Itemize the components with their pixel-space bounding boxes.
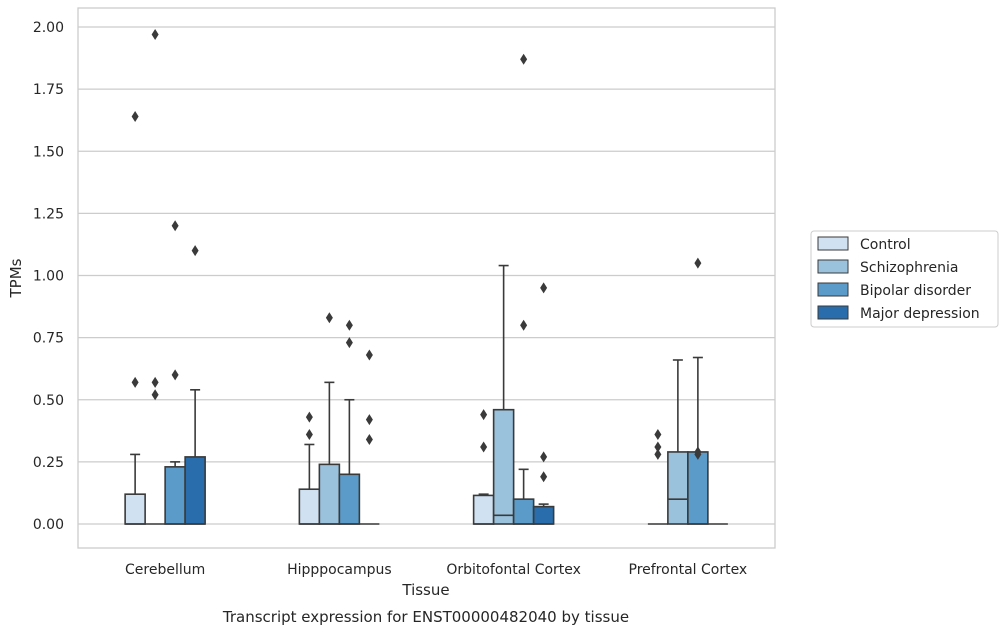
outlier-point	[540, 282, 548, 294]
box-control	[647, 429, 668, 525]
box-body	[532, 505, 555, 525]
box-body	[472, 494, 495, 525]
box-control	[298, 411, 321, 525]
box-bipolar-disorder	[164, 220, 186, 525]
outlier-point	[480, 409, 488, 421]
box-major-depression	[359, 349, 380, 525]
outlier-point	[345, 337, 353, 349]
box-body	[164, 466, 186, 525]
outlier-point	[171, 369, 179, 381]
x-tick-labels: Cerebellum Hipppocampus Orbitofontal Corte…	[125, 562, 747, 578]
box-schizophrenia	[145, 28, 166, 525]
box-major-depression	[532, 282, 555, 525]
box-body	[318, 463, 341, 525]
legend-frame	[810, 230, 999, 328]
legend-label: Major depression	[860, 306, 980, 322]
outlier-point	[345, 319, 353, 331]
y-tick-label: 0.00	[33, 517, 64, 533]
x-tick-label: Prefrontal Cortex	[629, 562, 748, 578]
outlier-point	[540, 471, 548, 483]
box-series	[124, 28, 728, 525]
box-major-depression	[184, 245, 206, 525]
box-bipolar-disorder	[687, 257, 709, 525]
y-tick-label: 1.50	[33, 144, 64, 160]
box-bipolar-disorder	[338, 319, 361, 525]
legend-swatch	[817, 305, 849, 320]
outlier-point	[480, 441, 488, 453]
outlier-point	[365, 349, 373, 361]
x-axis-label: Tissue	[401, 581, 449, 599]
box-body	[124, 493, 146, 525]
legend: Control Schizophrenia Bipolar disorder Majo…	[810, 230, 999, 328]
box-body	[492, 408, 515, 525]
legend-swatch	[817, 282, 849, 297]
box-body	[667, 451, 689, 525]
y-tick-label: 1.00	[33, 269, 64, 285]
legend-label: Control	[860, 237, 911, 253]
outlier-point	[654, 429, 662, 441]
outlier-point	[131, 110, 139, 122]
y-tick-labels: 0.00 0.25 0.50 0.75 1.00 1.25 1.50 1.75 2.00	[33, 20, 64, 533]
y-tick-label: 0.50	[33, 393, 64, 409]
outlier-point	[171, 220, 179, 232]
box-body	[512, 498, 535, 525]
outlier-point	[151, 389, 159, 401]
outlier-point	[520, 53, 528, 65]
y-tick-label: 0.25	[33, 455, 64, 471]
outlier-point	[191, 245, 199, 257]
box-body	[338, 473, 361, 525]
outlier-point	[654, 448, 662, 460]
legend-label: Schizophrenia	[860, 260, 958, 276]
box-body	[298, 488, 321, 525]
outlier-point	[151, 28, 159, 40]
box-control	[124, 110, 146, 525]
y-axis-label: TPMs	[7, 258, 25, 298]
y-tick-label: 1.75	[33, 82, 64, 98]
outlier-point	[305, 429, 313, 441]
outlier-point	[151, 376, 159, 388]
y-tick-label: 1.25	[33, 206, 64, 222]
outlier-point	[305, 411, 313, 423]
y-tick-label: 0.75	[33, 331, 64, 347]
outlier-point	[365, 414, 373, 426]
box-body	[184, 456, 206, 525]
outlier-point	[540, 451, 548, 463]
y-tick-label: 2.00	[33, 20, 64, 36]
outlier-point	[131, 376, 139, 388]
outlier-point	[325, 312, 333, 324]
box-schizophrenia	[492, 264, 515, 525]
outlier-point	[520, 319, 528, 331]
legend-label: Bipolar disorder	[860, 283, 971, 299]
box-body	[687, 451, 709, 525]
x-tick-label: Orbitofontal Cortex	[446, 562, 581, 578]
outlier-point	[694, 257, 702, 269]
legend-swatch	[817, 259, 849, 274]
chart-caption: Transcript expression for ENST0000048204…	[222, 608, 629, 626]
x-tick-label: Hipppocampus	[287, 562, 392, 578]
x-tick-label: Cerebellum	[125, 562, 205, 578]
outlier-point	[365, 434, 373, 446]
outlier-point	[654, 441, 662, 453]
outlier-point	[694, 446, 702, 458]
plot-frame	[77, 7, 776, 549]
legend-swatch	[817, 236, 849, 251]
box-bipolar-disorder	[512, 53, 535, 525]
